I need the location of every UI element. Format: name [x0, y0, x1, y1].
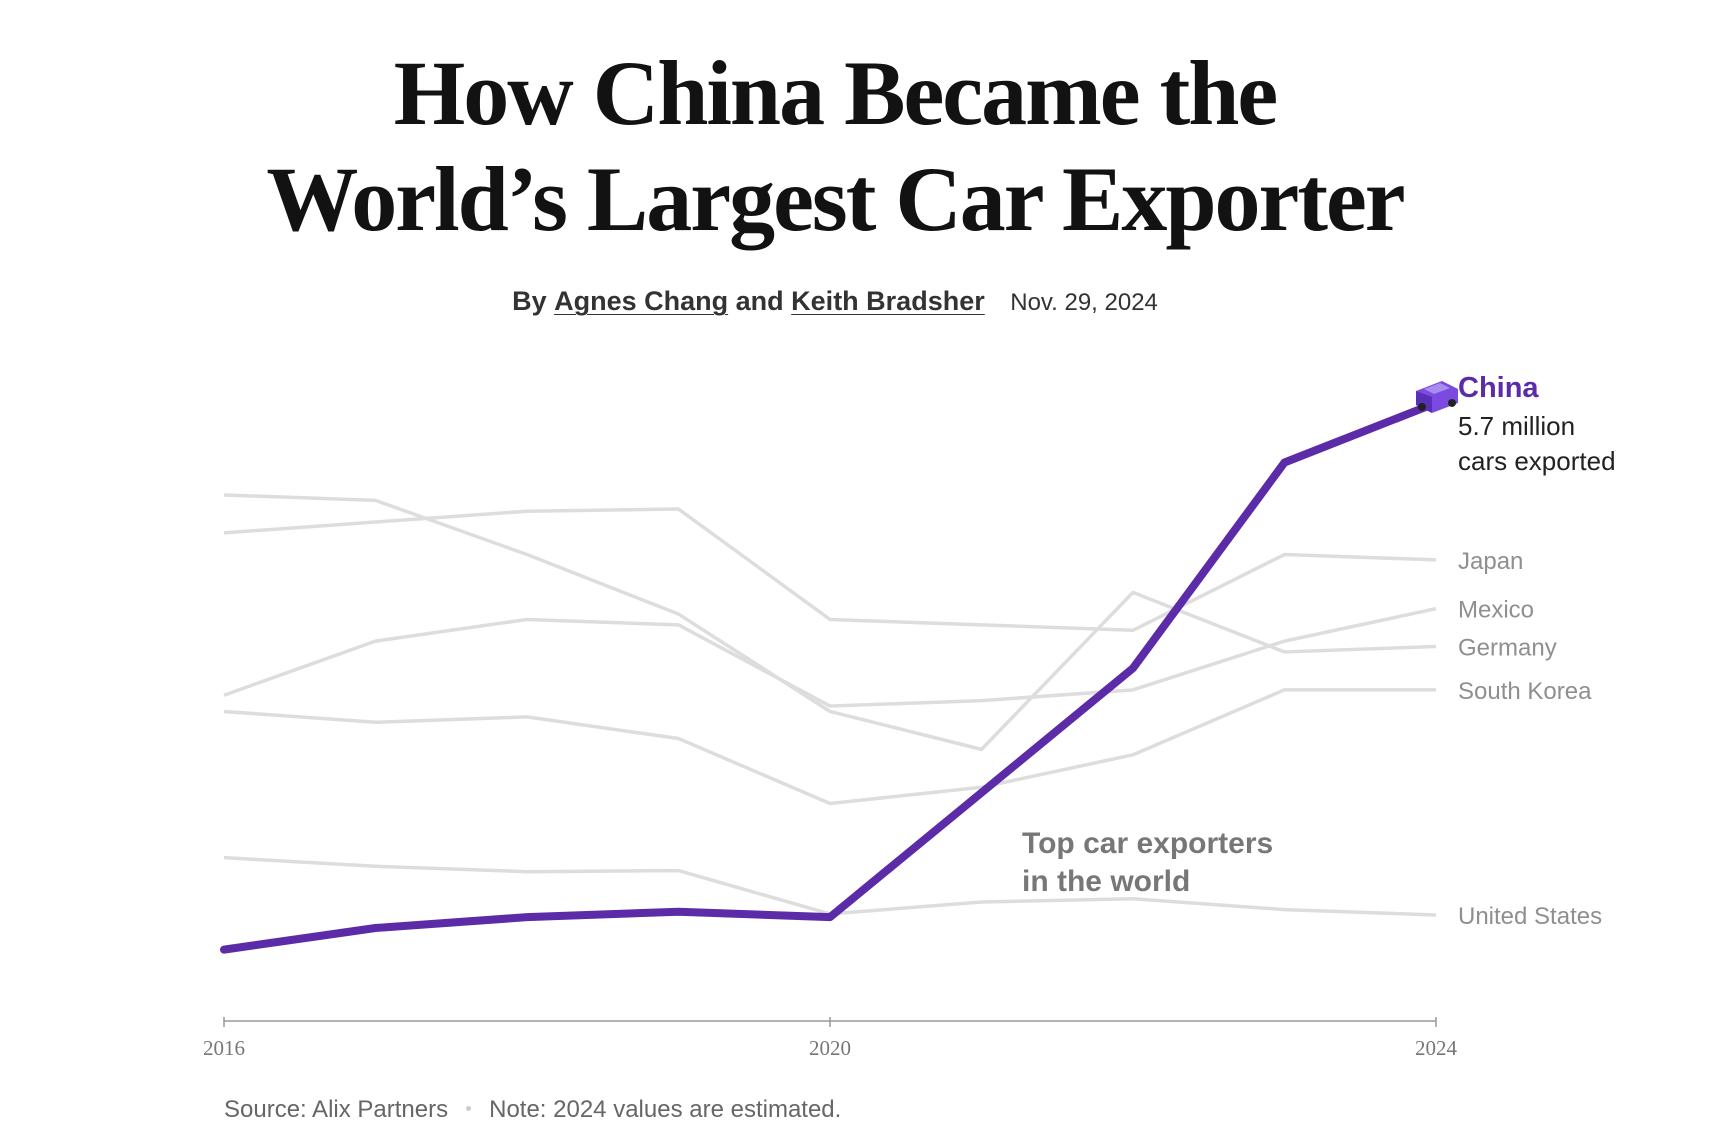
- publish-date: Nov. 29, 2024: [1010, 289, 1158, 316]
- series-label-mexico: Mexico: [1458, 597, 1534, 624]
- estimate-note: Note: 2024 values are estimated.: [489, 1096, 842, 1123]
- car-roof: [1424, 382, 1450, 394]
- car-icon: [1416, 380, 1458, 413]
- author-link-keith-bradsher[interactable]: Keith Bradsher: [791, 286, 985, 316]
- annotation-line-1: Top car exporters: [1022, 827, 1273, 860]
- series-label-united-states: United States: [1458, 903, 1602, 930]
- car-wheel-front: [1418, 402, 1426, 411]
- separator-dot: [466, 1105, 472, 1111]
- car-side: [1416, 390, 1432, 413]
- car-shape: [1416, 380, 1458, 413]
- chart-footer: Source: Alix Partners Note: 2024 values a…: [224, 1096, 841, 1124]
- source-note: Source: Alix Partners: [224, 1096, 449, 1123]
- x-tick-label-2016: 2016: [203, 1036, 245, 1060]
- headline-line-1: How China Became the: [393, 42, 1278, 144]
- series-line-south-korea: [223, 688, 1436, 806]
- series-line-germany: [223, 493, 1437, 752]
- x-axis: 2016 2020 2024: [203, 1017, 1458, 1060]
- car-wheel-rear: [1448, 398, 1456, 407]
- china-series-label: China: [1458, 372, 1539, 404]
- byline-by: By: [512, 286, 547, 316]
- china-value-label: 5.7 million: [1458, 411, 1575, 441]
- author-link-agnes-chang[interactable]: Agnes Chang: [554, 286, 729, 316]
- china-series-group: [220, 398, 1440, 954]
- byline-and: and: [735, 286, 784, 316]
- series-label-south-korea: South Korea: [1458, 678, 1592, 705]
- series-labels: Japan Mexico Germany South Korea United Stat…: [1458, 548, 1602, 930]
- x-tick-label-2024: 2024: [1415, 1036, 1458, 1060]
- series-line-china: [220, 398, 1440, 954]
- series-line-japan: [223, 507, 1437, 633]
- byline: By Agnes Chang and Keith Bradsher Nov. 2…: [0, 286, 1670, 317]
- headline: How China Became the World’s Largest Car…: [0, 40, 1670, 252]
- chart-annotation: Top car exporters in the world: [1022, 827, 1273, 898]
- headline-line-2: World’s Largest Car Exporter: [266, 148, 1405, 250]
- china-label-group: China 5.7 million cars exported: [1458, 372, 1616, 476]
- series-line-mexico: [223, 606, 1437, 708]
- series-line-united-states: [223, 855, 1437, 917]
- china-unit-label: cars exported: [1458, 446, 1616, 476]
- x-tick-label-2020: 2020: [809, 1036, 851, 1060]
- series-label-germany: Germany: [1458, 635, 1557, 662]
- annotation-line-2: in the world: [1022, 865, 1190, 898]
- other-series-group: [223, 493, 1437, 917]
- series-label-japan: Japan: [1458, 548, 1523, 575]
